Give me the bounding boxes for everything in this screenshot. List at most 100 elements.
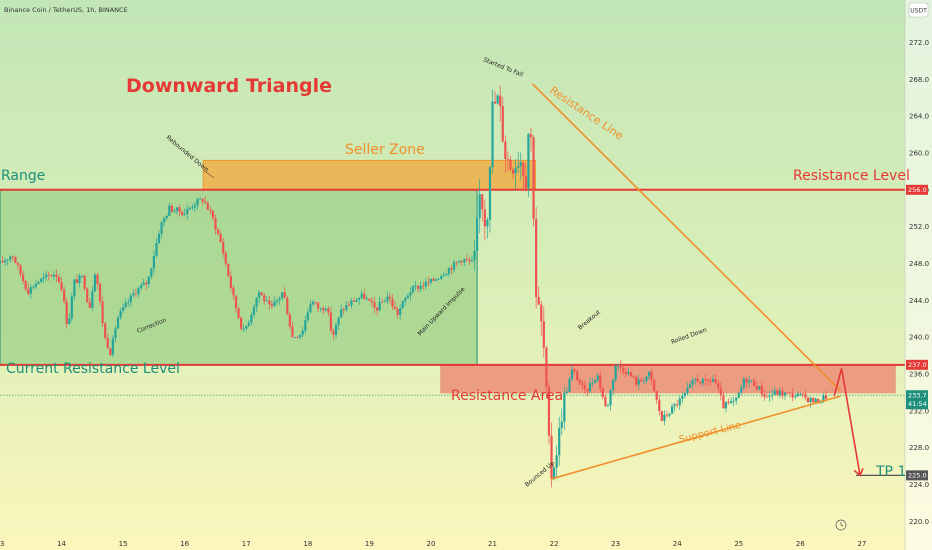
candle-body [432,278,435,281]
candle-body [547,387,551,436]
rebounded-down-arrow [202,169,215,179]
candle-body [663,414,666,421]
candle-body [470,260,474,262]
candle-body [170,205,173,212]
candle-body [709,380,712,382]
resistance-trendline [531,83,841,392]
candle-body [717,382,720,389]
candle-body [157,233,161,244]
candle-body [345,305,348,310]
candle-body [624,371,628,374]
candle-body [106,337,109,349]
candle-body [706,379,710,381]
y-tick-label: 240.0 [909,334,929,342]
candle-body [542,321,545,348]
candle-body [493,101,497,104]
candle-body [771,394,774,396]
x-tick-label: 24 [673,540,682,548]
x-tick-label: 21 [488,540,497,548]
candle-body [88,302,91,308]
candle-body [324,308,327,311]
candle-body [301,330,304,335]
tp1-label: TP 1 [875,464,906,480]
candle-body [363,293,366,300]
candle-body [109,348,112,355]
candle-body [573,369,576,372]
candle-body [122,307,125,311]
candle-body [386,296,389,302]
candle-body [411,286,415,293]
trendlines [531,83,864,480]
last-price-tag-bg [906,390,928,410]
candle-body [768,395,771,397]
resistance-area-zone [440,363,896,394]
candle-body [504,141,507,159]
current-resistance-tag-bg [906,359,928,370]
candle-body [0,260,2,264]
candle-body [722,395,725,409]
candle-body [340,309,343,318]
candle-body [175,207,179,211]
candle-body [132,293,135,296]
candle-body [234,295,238,309]
candle-body [640,379,643,382]
downward-triangle-label: Downward Triangle [126,75,332,97]
seller-zone-label: Seller Zone [345,142,425,158]
candle-body [519,162,522,167]
candle-body [352,300,356,302]
candle-body [268,300,271,305]
candle-body [273,301,276,306]
candle-body [629,372,633,377]
candle-body [288,314,291,327]
candles [0,85,828,488]
candle-body [737,392,740,398]
candle-body [786,392,789,394]
current-resistance-tag: 237.0 [908,361,927,369]
candle-body [181,211,184,216]
candle-body [560,421,563,428]
candle-body [270,304,274,306]
candle-body [165,215,168,219]
candle-body [791,392,794,398]
candle-body [599,375,602,389]
candle-body [463,259,466,263]
candle-body [327,308,330,313]
candle-body [647,371,651,377]
candle-body [581,383,584,385]
candle-body [160,222,163,234]
candle-body [809,397,812,403]
candle-body [747,380,751,383]
candle-body [442,275,445,277]
currency-label: USDT [910,8,927,15]
candle-body [419,285,422,290]
tp-price-tag: 225.0 [908,472,927,480]
candle-body [198,198,202,200]
candle-body [586,389,589,392]
x-tick-label: 25 [734,540,743,548]
candle-body [653,379,656,391]
candle-body [75,279,79,284]
level-lines [0,188,905,476]
candle-body [50,275,53,277]
candle-body [681,396,684,399]
candle-body [517,166,520,168]
y-tick-label: 264.0 [909,113,929,121]
currency-badge[interactable] [908,2,929,18]
candle-body [529,134,533,138]
last-price-tag: 233.7 [908,392,927,400]
candle-body [147,276,150,285]
y-tick-label: 220.0 [909,518,929,526]
candle-body [86,288,89,303]
candle-body [391,298,394,307]
candle-body [776,390,779,395]
candle-body [812,397,815,403]
candle-body [506,158,510,160]
x-tick-label: 27 [857,540,866,548]
candle-body [824,395,828,399]
price-axis-panel [905,0,932,550]
clock-icon[interactable] [835,519,847,531]
candle-body [665,414,669,416]
candle-body [814,398,817,403]
candle-body [596,375,599,381]
x-tick-label: 13 [0,540,4,548]
